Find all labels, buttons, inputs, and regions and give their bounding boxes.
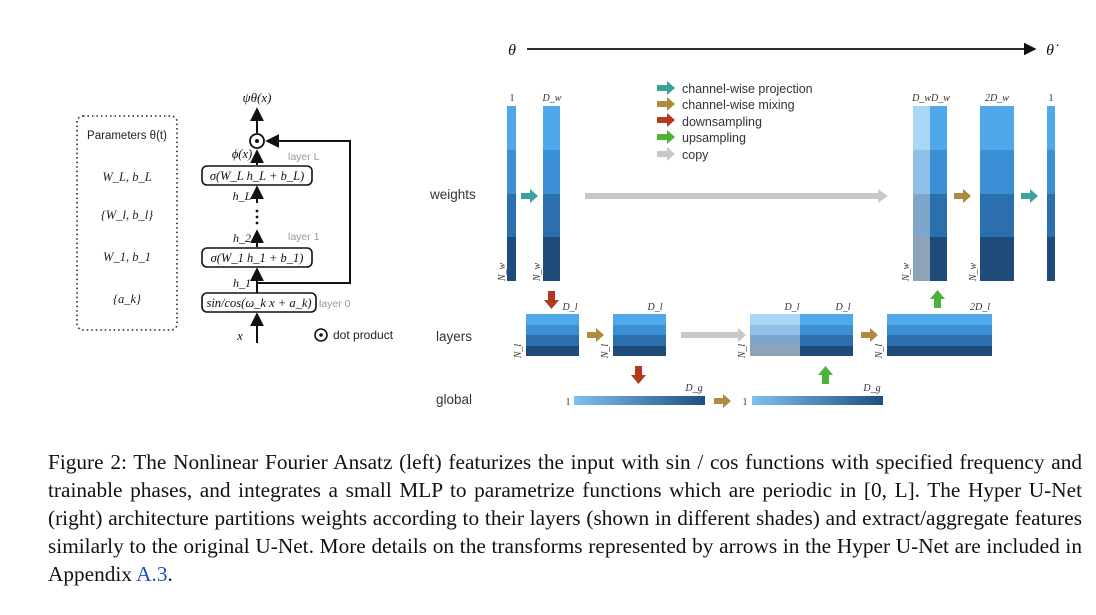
arrow-projection-1 — [521, 189, 538, 203]
param-entry-w1: W_1, b_1 — [103, 250, 151, 264]
svg-text:downsampling: downsampling — [682, 115, 762, 129]
svg-text:σ(W_L h_L + b_L): σ(W_L h_L + b_L) — [210, 169, 304, 183]
svg-text:N_w: N_w — [497, 263, 508, 283]
arrow-copy-weights — [585, 189, 888, 203]
layer-L-tag: layer L — [288, 151, 320, 163]
legend-item-downsampling: downsampling — [657, 113, 762, 129]
hyper-u-net: θ θ̇ channel-wise projection channel-wis… — [429, 42, 1059, 408]
svg-text:N_l: N_l — [874, 344, 885, 360]
theta-start-label: θ — [508, 42, 516, 59]
caption-text: Figure 2: The Nonlinear Fourier Ansatz (… — [48, 450, 1082, 586]
global-bar-1 — [574, 396, 705, 405]
weights-block-dw — [543, 106, 560, 281]
svg-text:N_w: N_w — [968, 263, 979, 283]
weights-block-2dw — [980, 106, 1014, 281]
weights-block-output — [1047, 106, 1055, 281]
global-bar-2 — [752, 396, 883, 405]
row-label-weights: weights — [429, 187, 476, 202]
svg-text:2D_w: 2D_w — [985, 93, 1009, 104]
layer-1-block — [201, 247, 313, 268]
parameters-box — [76, 115, 178, 331]
svg-text:D_l: D_l — [784, 302, 800, 313]
layers-block-2dl — [887, 314, 992, 356]
theta-end-label: θ̇ — [1046, 42, 1059, 59]
svg-text:D_g: D_g — [862, 383, 880, 394]
svg-text:D_w: D_w — [542, 93, 562, 104]
svg-text:sin/cos(ω_k x + a_k): sin/cos(ω_k x + a_k) — [206, 296, 311, 310]
layers-block-concat — [750, 314, 853, 356]
h-1-label: h_1 — [233, 276, 251, 290]
svg-text:1: 1 — [566, 397, 571, 408]
h-2-label: h_2 — [233, 231, 251, 245]
row-label-layers: layers — [436, 329, 472, 344]
phi-label: ϕ(x) — [232, 147, 252, 161]
svg-text:upsampling: upsampling — [682, 131, 746, 145]
arrow-up-global-layers — [818, 366, 833, 384]
param-entry-wl: W_L, b_L — [102, 170, 151, 184]
param-entry-ak: {a_k} — [113, 292, 141, 306]
svg-text:1: 1 — [1049, 93, 1054, 104]
param-entry-wl-set: {W_l, b_l} — [101, 208, 153, 222]
skip-connection — [257, 134, 351, 284]
svg-text:channel-wise mixing: channel-wise mixing — [682, 98, 795, 112]
input-label: x — [236, 328, 243, 343]
svg-text:D_l: D_l — [835, 302, 851, 313]
arrow-down-weights-layers — [544, 291, 559, 309]
svg-text:N_l: N_l — [600, 344, 611, 360]
svg-text:copy: copy — [682, 148, 709, 162]
legend-item-mixing: channel-wise mixing — [657, 97, 795, 112]
svg-text:D_l: D_l — [562, 302, 578, 313]
weights-block-concat — [913, 106, 947, 281]
legend: channel-wise projection channel-wise mix… — [657, 81, 813, 162]
h-L-label: h_L — [233, 189, 252, 203]
svg-text:N_l: N_l — [737, 344, 748, 360]
output-label: ψθ(x) — [243, 90, 272, 105]
svg-text:N_w: N_w — [532, 263, 543, 283]
legend-item-upsampling: upsampling — [657, 130, 746, 145]
arrow-mixing-weights — [954, 189, 971, 203]
svg-text:σ(W_1 h_1 + b_1): σ(W_1 h_1 + b_1) — [211, 251, 304, 265]
svg-text:N_l: N_l — [513, 344, 524, 360]
arrow-mixing-layers-2 — [861, 328, 878, 342]
arrow-up-layers-weights — [930, 290, 945, 308]
layer-1-tag: layer 1 — [288, 231, 320, 243]
nonlinear-fourier-ansatz: Parameters θ(t) W_L, b_L {W_l, b_l} W_1,… — [76, 90, 394, 343]
svg-text:D_l: D_l — [647, 302, 663, 313]
layers-block-1 — [526, 314, 579, 356]
svg-text:D_wD_w: D_wD_w — [911, 93, 950, 104]
legend-item-projection: channel-wise projection — [657, 81, 813, 96]
svg-text:1: 1 — [743, 397, 748, 408]
arrow-projection-2 — [1021, 189, 1038, 203]
parameters-title: Parameters θ(t) — [87, 130, 167, 142]
layer-0-tag: layer 0 — [319, 298, 351, 310]
svg-text:channel-wise projection: channel-wise projection — [682, 82, 813, 96]
arrow-mixing-global — [714, 394, 731, 408]
dot-product-legend: dot product — [333, 328, 394, 342]
svg-text:D_g: D_g — [684, 383, 702, 394]
legend-item-copy: copy — [657, 147, 709, 162]
appendix-link[interactable]: A.3 — [136, 562, 168, 586]
arrow-copy-layers — [681, 328, 746, 342]
row-label-global: global — [436, 392, 472, 407]
figure-caption: Figure 2: The Nonlinear Fourier Ansatz (… — [48, 448, 1082, 588]
svg-text:N_w: N_w — [901, 263, 912, 283]
layer-L-block — [201, 165, 313, 186]
arrow-down-layers-global — [631, 366, 646, 384]
layer-0-block — [201, 292, 317, 313]
figure-diagram: Parameters θ(t) W_L, b_L {W_l, b_l} W_1,… — [76, 42, 1059, 408]
weights-block-input — [507, 106, 516, 281]
svg-text:2D_l: 2D_l — [970, 302, 990, 313]
svg-text:1: 1 — [510, 93, 515, 104]
arrow-mixing-layers-1 — [587, 328, 604, 342]
layers-block-2 — [613, 314, 666, 356]
caption-end: . — [167, 562, 173, 586]
